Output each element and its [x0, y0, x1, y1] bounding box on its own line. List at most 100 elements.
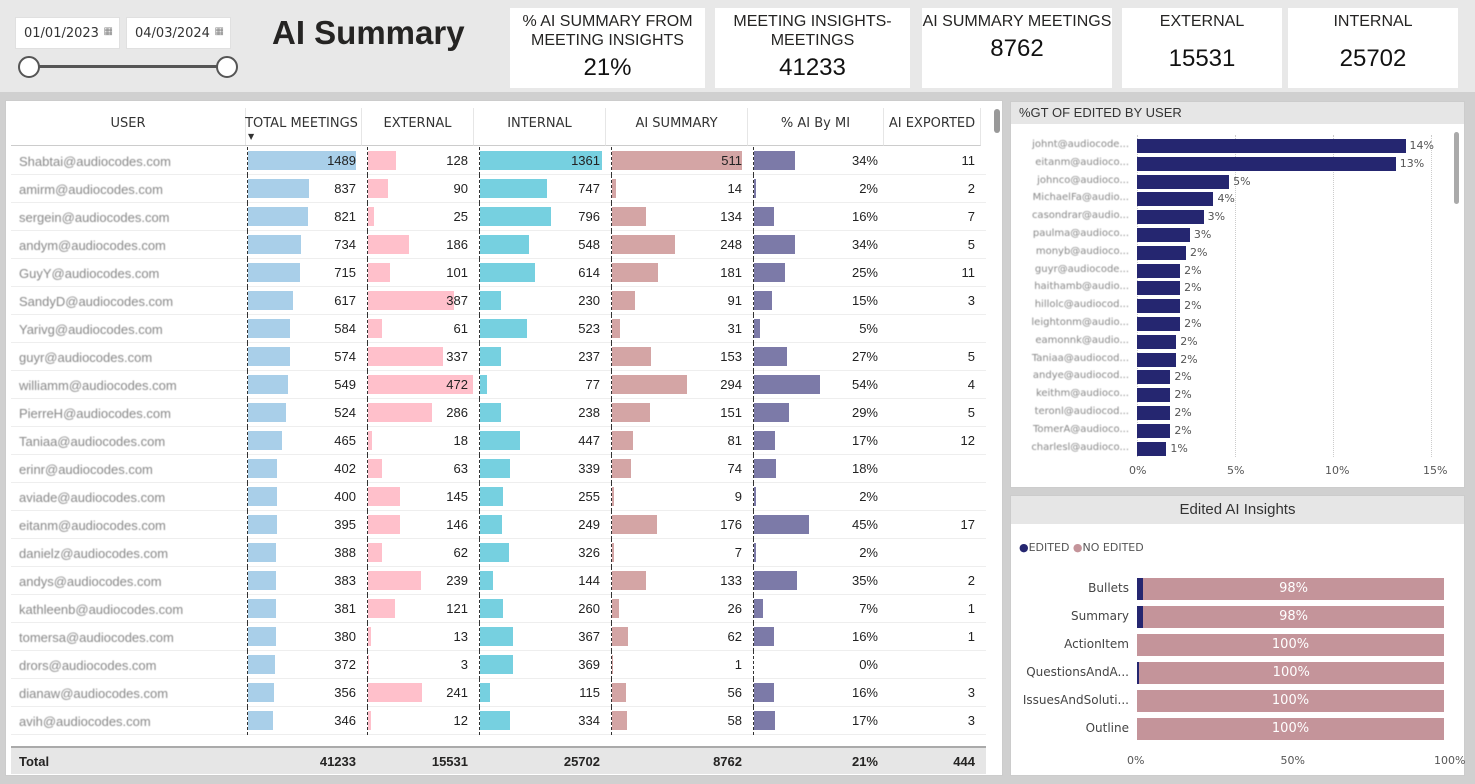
category-label[interactable]: Taniaa@audiocod...: [1031, 352, 1129, 364]
category-label[interactable]: haithamb@audio...: [1034, 281, 1129, 293]
bar[interactable]: [1137, 192, 1214, 207]
slider-end-handle[interactable]: [216, 56, 238, 78]
table-row[interactable]: erinr@audiocodes.com 402 63 339 74 18%: [11, 455, 986, 483]
legend-edited[interactable]: EDITED: [1028, 541, 1070, 554]
bar-edited[interactable]: [1137, 662, 1139, 684]
value-cell: 5: [884, 399, 981, 427]
table-row[interactable]: tomersa@audiocodes.com 380 13 367 62 16% 1: [11, 623, 986, 651]
bar[interactable]: [1137, 245, 1186, 260]
category-label[interactable]: casondrar@audio...: [1031, 210, 1129, 222]
category-label[interactable]: eitanm@audioco...: [1035, 156, 1129, 168]
table-row[interactable]: Yarivg@audiocodes.com 584 61 523 31 5%: [11, 315, 986, 343]
table-row[interactable]: SandyD@audiocodes.com 617 387 230 91 15% 3: [11, 287, 986, 315]
bar[interactable]: [1137, 156, 1396, 171]
value-cell: 239: [362, 567, 474, 595]
bar-edited[interactable]: [1137, 578, 1144, 600]
bar[interactable]: [1137, 423, 1171, 438]
category-label[interactable]: johnco@audioco...: [1037, 174, 1129, 186]
column-axis-line: [611, 259, 612, 287]
bar-no-edited[interactable]: 100%: [1137, 718, 1444, 740]
cell-value: 614: [578, 265, 600, 280]
category-label[interactable]: hillolc@audiocod...: [1034, 299, 1129, 311]
column-header[interactable]: AI EXPORTED: [884, 108, 981, 146]
table-row[interactable]: aviade@audiocodes.com 400 145 255 9 2%: [11, 483, 986, 511]
data-bar: [480, 151, 602, 170]
category-label[interactable]: monyb@audioco...: [1035, 245, 1129, 257]
bar[interactable]: [1137, 352, 1177, 367]
cell-value: 17: [960, 517, 975, 532]
category-label[interactable]: eamonnk@audio...: [1035, 334, 1129, 346]
table-row[interactable]: danielz@audiocodes.com 388 62 326 7 2%: [11, 539, 986, 567]
category-label[interactable]: guyr@audiocode...: [1034, 263, 1129, 275]
bar[interactable]: [1137, 174, 1230, 189]
bar-no-edited[interactable]: 100%: [1137, 634, 1444, 656]
table-row[interactable]: andym@audiocodes.com 734 186 548 248 34% 5: [11, 231, 986, 259]
value-cell: 17%: [748, 427, 884, 455]
bar-no-edited[interactable]: 100%: [1137, 690, 1444, 712]
category-label[interactable]: paulma@audioco...: [1032, 228, 1129, 239]
category-label[interactable]: charlesl@audioco...: [1031, 441, 1129, 453]
table-row[interactable]: drors@audiocodes.com 372 3 369 1 0%: [11, 651, 986, 679]
bar[interactable]: [1137, 370, 1171, 385]
column-header[interactable]: USER: [11, 108, 246, 146]
bar-no-edited[interactable]: 98%: [1143, 606, 1444, 628]
value-cell: 144: [474, 567, 606, 595]
column-header[interactable]: % AI By MI: [748, 108, 884, 146]
start-date-input[interactable]: 01/01/2023 ▦: [15, 17, 120, 49]
bar[interactable]: [1137, 281, 1181, 296]
data-bar: [754, 711, 775, 730]
table-scrollbar[interactable]: [994, 109, 1000, 133]
category-label[interactable]: MichaelFa@audio...: [1032, 192, 1129, 204]
legend-no-edited[interactable]: NO EDITED: [1082, 541, 1144, 554]
bar[interactable]: [1137, 263, 1181, 278]
table-row[interactable]: avih@audiocodes.com 346 12 334 58 17% 3: [11, 707, 986, 735]
table-row[interactable]: amirm@audiocodes.com 837 90 747 14 2% 2: [11, 175, 986, 203]
column-header[interactable]: TOTAL MEETINGS ▼: [242, 108, 362, 146]
slider-start-handle[interactable]: [18, 56, 40, 78]
bar[interactable]: [1137, 406, 1171, 420]
bar[interactable]: [1137, 317, 1181, 331]
bar[interactable]: [1137, 139, 1406, 153]
bar[interactable]: [1137, 334, 1177, 349]
bar[interactable]: [1137, 441, 1167, 456]
column-axis-line: [367, 427, 368, 455]
category-label[interactable]: teronl@audiocod...: [1034, 406, 1129, 417]
calendar-icon[interactable]: ▦: [103, 26, 113, 37]
table-row[interactable]: Taniaa@audiocodes.com 465 18 447 81 17% 12: [11, 427, 986, 455]
bar-edited[interactable]: [1137, 606, 1144, 628]
table-row[interactable]: Shabtai@audiocodes.com 1489 128 1361 511 34% 1…: [11, 147, 986, 175]
column-header[interactable]: EXTERNAL: [362, 108, 474, 146]
sort-descending-icon[interactable]: ▼: [248, 132, 255, 141]
table-row[interactable]: PierreH@audiocodes.com 524 286 238 151 29% 5: [11, 399, 986, 427]
bar[interactable]: [1137, 388, 1171, 403]
category-label[interactable]: andye@audiocod...: [1032, 370, 1129, 382]
table-row[interactable]: sergein@audiocodes.com 821 25 796 134 16% 7: [11, 203, 986, 231]
date-range-slider[interactable]: [18, 55, 238, 79]
bar[interactable]: [1137, 210, 1204, 225]
column-header[interactable]: INTERNAL: [474, 108, 606, 146]
category-label[interactable]: TomerA@audioco...: [1032, 423, 1129, 435]
bar-no-edited[interactable]: 100%: [1138, 662, 1444, 684]
data-label: 2%: [1184, 299, 1202, 313]
column-header[interactable]: AI SUMMARY: [606, 108, 748, 146]
value-cell: 25: [362, 203, 474, 231]
table-row[interactable]: GuyY@audiocodes.com 715 101 614 181 25% 11: [11, 259, 986, 287]
bar[interactable]: [1137, 228, 1190, 242]
table-row[interactable]: andys@audiocodes.com 383 239 144 133 35% 2: [11, 567, 986, 595]
column-axis-line: [611, 427, 612, 455]
table-row[interactable]: guyr@audiocodes.com 574 337 237 153 27% 5: [11, 343, 986, 371]
category-label[interactable]: keithm@audioco...: [1035, 388, 1129, 400]
calendar-icon[interactable]: ▦: [214, 26, 224, 37]
bar-no-edited[interactable]: 98%: [1143, 578, 1444, 600]
table-row[interactable]: eitanm@audiocodes.com 395 146 249 176 45% 17: [11, 511, 986, 539]
category-label[interactable]: johnt@audiocode...: [1032, 139, 1129, 150]
category-label[interactable]: leightonm@audio...: [1031, 317, 1129, 328]
bar[interactable]: [1137, 299, 1181, 314]
table-row[interactable]: dianaw@audiocodes.com 356 241 115 56 16% 3: [11, 679, 986, 707]
table-row[interactable]: williamm@audiocodes.com 549 472 77 294 54% 4: [11, 371, 986, 399]
end-date-input[interactable]: 04/03/2024 ▦: [126, 17, 231, 49]
data-bar: [248, 683, 274, 702]
chart-scrollbar[interactable]: [1454, 132, 1459, 204]
table-row[interactable]: kathleenb@audiocodes.com 381 121 260 26 7% 1: [11, 595, 986, 623]
column-axis-line: [753, 595, 754, 623]
